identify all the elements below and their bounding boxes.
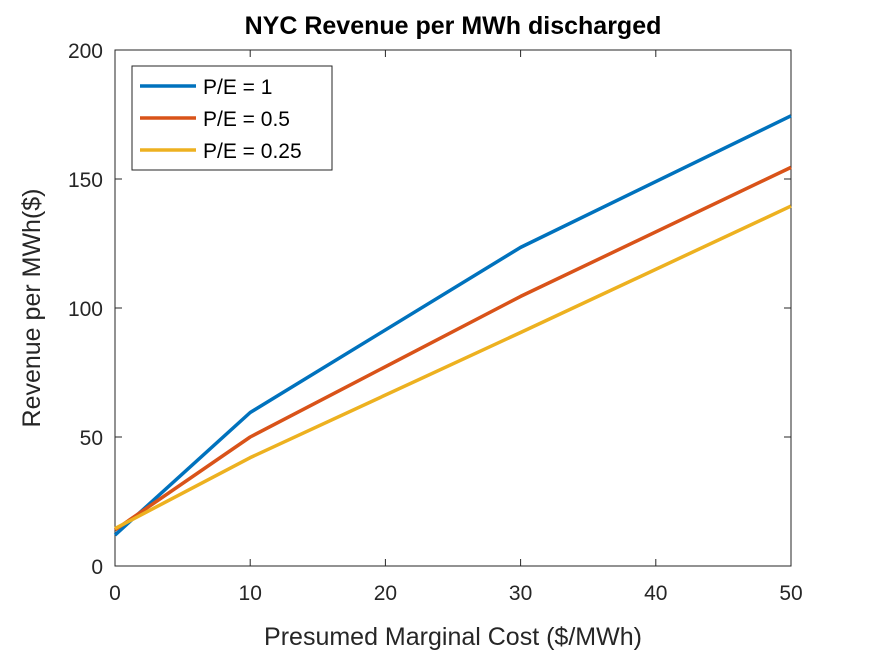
x-tick-label: 20 bbox=[374, 582, 397, 605]
legend-label: P/E = 1 bbox=[203, 76, 272, 99]
y-tick-label: 0 bbox=[91, 556, 103, 579]
x-tick-label: 40 bbox=[644, 582, 667, 605]
x-axis-label: Presumed Marginal Cost ($/MWh) bbox=[264, 623, 642, 651]
series-line-1 bbox=[113, 114, 792, 537]
y-tick-label: 50 bbox=[80, 427, 103, 450]
x-axis: 0 10 20 30 40 50 bbox=[109, 50, 803, 605]
series-line-3 bbox=[114, 204, 792, 531]
y-tick-label: 100 bbox=[68, 298, 103, 321]
x-tick-label: 0 bbox=[109, 582, 121, 605]
legend-label: P/E = 0.25 bbox=[203, 140, 302, 163]
y-tick-label: 200 bbox=[68, 40, 103, 63]
x-tick-label: 30 bbox=[509, 582, 532, 605]
x-tick-label: 10 bbox=[239, 582, 262, 605]
series-lines bbox=[113, 114, 792, 537]
series-line-2 bbox=[114, 165, 792, 532]
x-tick-label: 50 bbox=[779, 582, 802, 605]
y-tick-label: 150 bbox=[68, 169, 103, 192]
legend: P/E = 1 P/E = 0.5 P/E = 0.25 bbox=[131, 65, 333, 171]
legend-label: P/E = 0.5 bbox=[203, 108, 290, 131]
y-axis: 0 50 100 150 200 bbox=[68, 40, 791, 579]
chart-title: NYC Revenue per MWh discharged bbox=[245, 12, 662, 40]
y-axis-label: Revenue per MWh($) bbox=[18, 189, 46, 428]
